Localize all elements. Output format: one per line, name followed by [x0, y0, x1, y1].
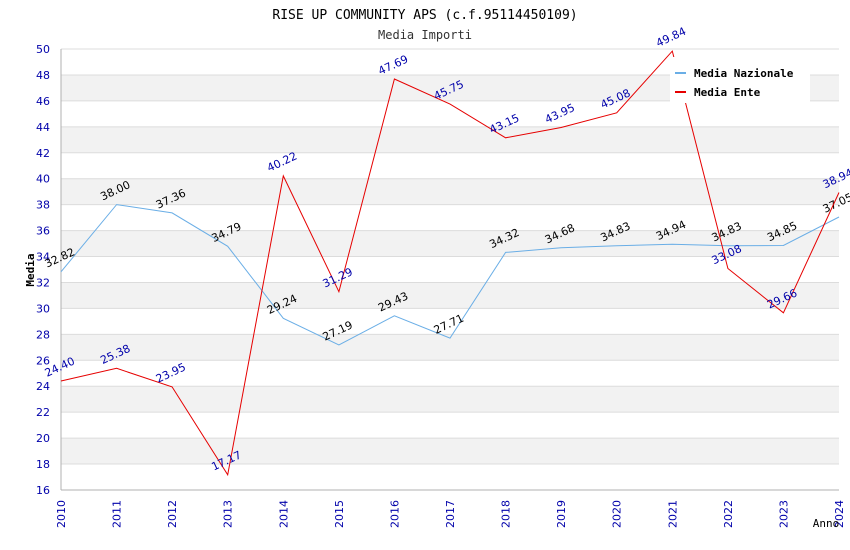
series-line-1 — [60, 204, 840, 346]
series-line-2 — [60, 50, 840, 477]
x-axis-label: Anno — [813, 517, 840, 530]
grid-band — [61, 386, 839, 413]
y-tick-label: 16 — [36, 484, 50, 497]
x-tick-label: 2020 — [611, 500, 624, 528]
x-tick-label: 2010 — [55, 500, 68, 528]
x-tick-label: 2017 — [444, 500, 457, 528]
y-tick-label: 42 — [36, 147, 50, 160]
data-label: 32.82 — [43, 245, 77, 270]
y-tick-label: 22 — [36, 406, 50, 419]
grid-lines — [61, 48, 839, 491]
y-tick-label: 20 — [36, 432, 50, 445]
x-tick-label: 2018 — [500, 500, 513, 528]
x-tick-label: 2014 — [277, 500, 290, 528]
legend-box — [670, 57, 810, 103]
x-tick-label: 2019 — [555, 500, 568, 528]
x-tick-label: 2012 — [166, 500, 179, 528]
y-tick-label: 38 — [36, 199, 50, 212]
grid-band — [61, 178, 839, 205]
y-tick-label: 44 — [36, 121, 50, 134]
y-tick-label: 36 — [36, 225, 50, 238]
x-tick-labels: 2010 2011 2012 2013 2014 2015 2016 2017 2018 2019… — [55, 500, 846, 528]
y-tick-label: 26 — [36, 354, 50, 367]
chart-subtitle: Media Importi — [378, 28, 472, 42]
grid-band — [61, 126, 839, 153]
x-tick-label: 2021 — [666, 500, 679, 528]
data-label: 27.71 — [432, 312, 466, 337]
x-tick-label: 2022 — [722, 500, 735, 528]
y-tick-label: 48 — [36, 69, 50, 82]
y-tick-label: 34 — [36, 251, 50, 264]
data-label: 40.22 — [265, 150, 299, 175]
y-tick-label: 18 — [36, 458, 50, 471]
grid-band — [61, 230, 839, 257]
x-tick-label: 2013 — [222, 500, 235, 528]
axes — [60, 49, 839, 491]
y-tick-label: 50 — [36, 43, 50, 56]
grid-band — [61, 438, 839, 465]
y-tick-label: 28 — [36, 328, 50, 341]
y-tick-label: 32 — [36, 276, 50, 289]
x-tick-label: 2023 — [777, 500, 790, 528]
x-tick-label: 2015 — [333, 500, 346, 528]
data-label: 43.95 — [543, 101, 577, 126]
data-label: 23.95 — [154, 361, 188, 386]
x-tick-label: 2011 — [111, 500, 124, 528]
y-tick-label: 40 — [36, 173, 50, 186]
legend-label: Media Ente — [694, 86, 761, 99]
grid-band — [61, 282, 839, 309]
legend-label: Media Nazionale — [694, 67, 794, 80]
data-label: 47.69 — [376, 53, 410, 78]
x-tick-label: 2024 — [833, 500, 846, 528]
data-label: 49.84 — [654, 25, 688, 50]
x-tick-label: 2016 — [388, 500, 401, 528]
grid-band — [61, 334, 839, 361]
grid-bands — [61, 74, 839, 465]
y-axis-label: Media — [24, 253, 37, 286]
y-tick-labels: 16 18 20 22 24 26 28 30 32 34 36 38 40 42 44 46 48 50 — [36, 43, 50, 497]
legend: Media Nazionale Media Ente — [670, 57, 810, 103]
y-tick-label: 46 — [36, 95, 50, 108]
y-tick-label: 30 — [36, 302, 50, 315]
chart-title: RISE UP COMMUNITY APS (c.f.95114450109) — [272, 8, 577, 23]
y-tick-label: 24 — [36, 380, 50, 393]
